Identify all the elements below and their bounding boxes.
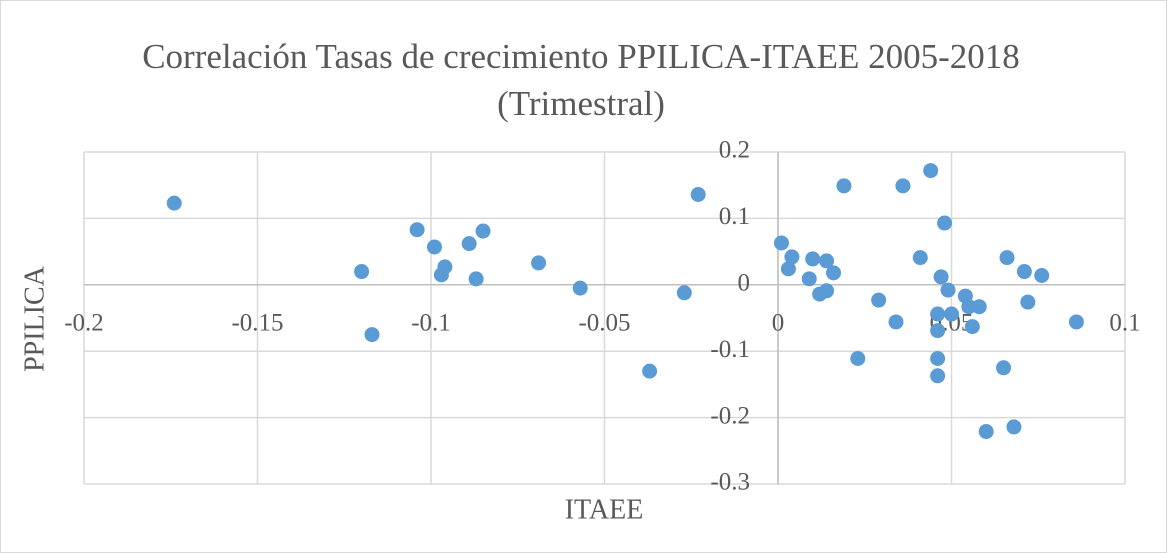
y-tick-label: 0.1 bbox=[719, 203, 750, 230]
point bbox=[437, 259, 453, 275]
x-axis-title: ITAEE bbox=[565, 494, 644, 525]
point bbox=[912, 250, 928, 266]
point bbox=[1034, 268, 1050, 284]
point bbox=[690, 186, 706, 202]
point bbox=[354, 264, 370, 280]
x-tick-label: 0.1 bbox=[1109, 310, 1140, 337]
point bbox=[1006, 419, 1022, 435]
point bbox=[819, 253, 835, 269]
x-tick-label: -0.2 bbox=[64, 310, 104, 337]
x-tick-label: -0.1 bbox=[411, 310, 451, 337]
point bbox=[1016, 264, 1032, 280]
point bbox=[409, 222, 425, 238]
point bbox=[364, 327, 380, 343]
point bbox=[836, 178, 852, 194]
point bbox=[964, 319, 980, 335]
y-tick-label: 0.2 bbox=[719, 137, 750, 164]
point bbox=[461, 236, 477, 252]
point bbox=[1020, 294, 1036, 310]
point bbox=[978, 424, 994, 440]
point bbox=[475, 223, 491, 239]
point bbox=[944, 306, 959, 322]
x-tick-label: -0.15 bbox=[231, 310, 283, 337]
point bbox=[468, 271, 484, 287]
point bbox=[930, 351, 946, 367]
point bbox=[773, 235, 789, 251]
point bbox=[819, 283, 835, 299]
y-tick-label: -0.2 bbox=[710, 402, 750, 429]
point bbox=[996, 360, 1012, 376]
point bbox=[572, 280, 588, 296]
point bbox=[426, 239, 442, 255]
y-tick-label: -0.1 bbox=[710, 336, 750, 363]
y-tick-label: 0 bbox=[738, 270, 751, 297]
point bbox=[871, 292, 887, 308]
point bbox=[930, 306, 946, 322]
point bbox=[850, 351, 866, 367]
point bbox=[531, 255, 547, 271]
point bbox=[971, 299, 987, 315]
y-tick-label: -0.3 bbox=[710, 469, 750, 496]
point bbox=[999, 250, 1015, 266]
point bbox=[930, 323, 946, 339]
point bbox=[923, 163, 939, 179]
point bbox=[780, 261, 796, 277]
point bbox=[1068, 314, 1084, 330]
x-tick-label: -0.05 bbox=[578, 310, 630, 337]
point bbox=[805, 251, 821, 267]
point bbox=[895, 178, 911, 194]
point bbox=[826, 265, 842, 281]
point bbox=[642, 363, 658, 379]
point bbox=[961, 299, 977, 315]
chart-title: Correlación Tasas de crecimiento PPILICA… bbox=[142, 37, 1020, 123]
y-axis-title: PPILICA bbox=[19, 265, 50, 372]
point bbox=[940, 282, 956, 298]
point bbox=[784, 249, 800, 265]
point bbox=[933, 269, 949, 285]
point bbox=[676, 285, 692, 301]
point bbox=[166, 195, 182, 211]
point bbox=[801, 271, 817, 287]
point bbox=[930, 368, 946, 384]
point bbox=[888, 314, 904, 330]
point bbox=[937, 215, 953, 231]
x-tick-label: 0 bbox=[772, 310, 785, 337]
